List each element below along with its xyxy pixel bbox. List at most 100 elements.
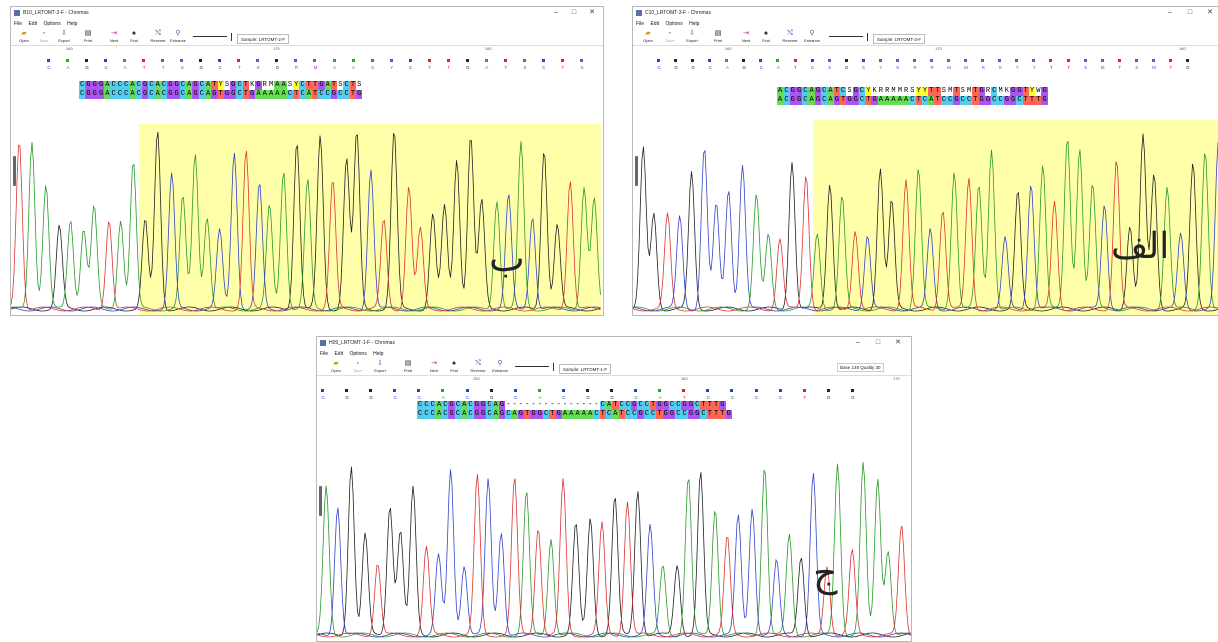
base-cell: A [928, 96, 935, 105]
next-button[interactable]: ⇥ Next [109, 30, 119, 43]
find-button[interactable]: ♠ Find [450, 360, 458, 373]
base-cell: T [706, 410, 713, 419]
base-cell: - [580, 401, 588, 410]
quality-marker [706, 389, 710, 392]
base-call-letter: K [896, 65, 900, 70]
minimize-button[interactable]: – [554, 9, 558, 16]
base-cell: A [280, 90, 287, 99]
base-call-letter: G [275, 65, 280, 70]
menu-help[interactable]: Help [373, 351, 384, 357]
slider-knob[interactable] [867, 33, 868, 41]
ruler-tick: 180 [1179, 46, 1186, 51]
menu-help[interactable]: Help [689, 21, 700, 27]
base-cell: - [574, 401, 581, 410]
quality-marker [1066, 59, 1070, 62]
minimize-button[interactable]: – [1168, 9, 1172, 16]
base-call-letter: C [393, 395, 397, 400]
menu-edit[interactable]: Edit [650, 21, 660, 27]
print-button[interactable]: ▤ Print [83, 30, 93, 43]
base-cell: G [448, 410, 455, 419]
enhance-button[interactable]: ⚲ Enhance [170, 30, 186, 43]
base-call-letter: A [538, 395, 542, 400]
quality-marker [484, 59, 488, 62]
open-button[interactable]: ▰ Open [331, 360, 341, 373]
menu-file[interactable]: File [636, 21, 645, 27]
save-button[interactable]: ▪ Save [353, 360, 363, 373]
panel-label: ج [813, 551, 838, 595]
close-button[interactable]: ✕ [895, 339, 901, 346]
base-call-letter: C [779, 395, 783, 400]
maximize-button[interactable]: □ [1187, 9, 1193, 16]
base-cell: G [230, 90, 237, 99]
print-button[interactable]: ▤ Print [713, 30, 723, 43]
left-scroll-handle[interactable] [13, 156, 16, 186]
base-cell: G [631, 401, 638, 410]
menu-help[interactable]: Help [67, 21, 78, 27]
menu-file[interactable]: File [320, 351, 329, 357]
next-button[interactable]: ⇥ Next [741, 30, 751, 43]
save-button[interactable]: ▪ Save [665, 30, 675, 43]
menu-options[interactable]: Options [349, 351, 367, 357]
base-cell: C [110, 90, 117, 99]
base-cell: C [965, 96, 973, 105]
menu-file[interactable]: File [14, 21, 23, 27]
slider-knob[interactable] [553, 363, 554, 371]
magnifier-icon: ⚲ [175, 30, 181, 37]
find-button[interactable]: ♠ Find [130, 30, 138, 43]
menu-edit[interactable]: Edit [334, 351, 344, 357]
base-call-letter: C [634, 395, 638, 400]
quality-marker [218, 59, 222, 62]
reverse-button[interactable]: ⤭ Reverse [470, 360, 486, 373]
ruler-tick: 160 [66, 46, 73, 51]
base-cell: A [186, 81, 193, 90]
find-button[interactable]: ♠ Find [762, 30, 770, 43]
minimize-button[interactable]: – [856, 339, 860, 346]
maximize-button[interactable]: □ [875, 339, 881, 346]
base-call-letter: G [674, 65, 678, 70]
base-cell: T [934, 96, 941, 105]
base-cell: C [423, 410, 430, 419]
export-button[interactable]: ⇩ Export [58, 30, 70, 43]
print-button[interactable]: ▤ Print [403, 360, 413, 373]
base-cell: G [192, 90, 199, 99]
enhance-button[interactable]: ⚲ Enhance [492, 360, 508, 373]
base-call-letter: T [561, 65, 565, 70]
base-call-letter: G [369, 395, 373, 400]
trace-line [11, 144, 601, 312]
left-scroll-handle[interactable] [635, 156, 638, 186]
maximize-button[interactable]: □ [571, 9, 577, 16]
reverse-icon: ⤭ [155, 30, 161, 37]
base-cell: C [599, 401, 606, 410]
base-call-letter: C [754, 395, 759, 400]
base-cell: G [330, 90, 338, 99]
next-button[interactable]: ⇥ Next [429, 360, 439, 373]
export-button[interactable]: ⇩ Export [686, 30, 698, 43]
close-button[interactable]: ✕ [589, 9, 595, 16]
menu-options[interactable]: Options [665, 21, 683, 27]
left-scroll-handle[interactable] [319, 486, 322, 516]
menu-options[interactable]: Options [43, 21, 61, 27]
save-button[interactable]: ▪ Save [39, 30, 49, 43]
open-button[interactable]: ▰ Open [643, 30, 653, 43]
chromas-window-jim: H09_LRTOMT-1-F - Chromas – □ ✕ File Edit… [316, 336, 912, 642]
reverse-button[interactable]: ⤭ Reverse [150, 30, 166, 43]
open-button[interactable]: ▰ Open [19, 30, 29, 43]
export-button[interactable]: ⇩ Export [374, 360, 386, 373]
close-button[interactable]: ✕ [1207, 9, 1213, 16]
quality-marker [465, 59, 469, 62]
enhance-button[interactable]: ⚲ Enhance [804, 30, 820, 43]
base-call-letter: T [504, 65, 508, 70]
quality-marker [1049, 59, 1053, 62]
base-cell: - [561, 401, 569, 410]
reverse-button[interactable]: ⤭ Reverse [782, 30, 798, 43]
reverse-icon: ⤭ [787, 30, 793, 37]
slider-knob[interactable] [231, 33, 232, 41]
menu-edit[interactable]: Edit [28, 21, 38, 27]
base-call-letter: T [1169, 65, 1173, 70]
base-call-letter: Y [879, 65, 883, 70]
quality-marker [294, 59, 298, 62]
